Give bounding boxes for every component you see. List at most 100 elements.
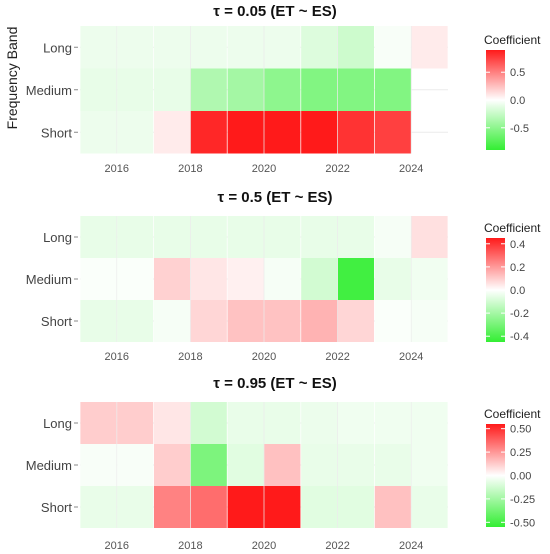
legend-tick-label: 0.0 bbox=[510, 95, 525, 107]
heatmap-cell bbox=[301, 486, 338, 528]
heatmap-cell bbox=[374, 111, 411, 154]
heatmap-cell bbox=[80, 486, 117, 528]
heatmap-cell bbox=[227, 444, 264, 486]
heatmap-cell bbox=[374, 258, 411, 300]
x-tick-label: 2024 bbox=[399, 163, 423, 175]
heatmap-cell bbox=[374, 486, 411, 528]
heatmap-cell bbox=[153, 402, 191, 444]
heatmap-cell bbox=[117, 444, 154, 486]
heatmap-cell bbox=[227, 258, 264, 300]
legend-colorbar bbox=[486, 424, 505, 527]
heatmap-cell bbox=[117, 300, 154, 342]
heatmap-cell bbox=[190, 216, 227, 258]
heatmap-cell bbox=[227, 68, 264, 111]
heatmap-cell bbox=[190, 300, 227, 342]
legend-tick-label: -0.2 bbox=[510, 308, 529, 320]
legend-tick-label: 0.0 bbox=[510, 285, 525, 297]
panel-title: τ = 0.5 (ET ~ ES) bbox=[217, 189, 332, 206]
x-tick-label: 2020 bbox=[252, 163, 276, 175]
legend-tick-label: -0.4 bbox=[510, 331, 529, 343]
legend-tick-label: -0.5 bbox=[510, 123, 529, 135]
heatmap-cell bbox=[227, 300, 264, 342]
heatmap-cell bbox=[374, 26, 411, 69]
legend-title: Coefficient bbox=[484, 33, 541, 47]
heatmap-cell bbox=[264, 26, 301, 69]
x-tick-label: 2018 bbox=[178, 351, 202, 363]
y-tick-label: Long bbox=[43, 416, 72, 431]
heatmap-cell bbox=[153, 300, 191, 342]
heatmap-panel-2: τ = 0.5 (ET ~ ES) Long Medium Short 2016 2018… bbox=[26, 189, 541, 363]
heatmap-panel-1: τ = 0.05 (ET ~ ES) Long Medium Short 2016 201… bbox=[26, 3, 541, 175]
legend-colorbar bbox=[486, 238, 505, 342]
heatmap-cell bbox=[190, 402, 227, 444]
heatmap-cell bbox=[337, 111, 375, 154]
heatmap-cell bbox=[301, 258, 338, 300]
heatmap-cell bbox=[411, 300, 448, 342]
heatmap-cell bbox=[264, 68, 301, 111]
heatmap-cell bbox=[117, 486, 154, 528]
heatmap-cell bbox=[374, 300, 411, 342]
legend-tick-label: 0.4 bbox=[510, 239, 525, 251]
x-tick-label: 2016 bbox=[105, 540, 129, 552]
heatmap-cell bbox=[153, 216, 191, 258]
legend-tick-label: -0.25 bbox=[510, 494, 535, 506]
panel-title: τ = 0.95 (ET ~ ES) bbox=[213, 375, 336, 392]
heatmap-cell bbox=[301, 68, 338, 111]
heatmap-cell bbox=[227, 486, 264, 528]
heatmap-cell bbox=[153, 68, 191, 111]
heatmap-cell bbox=[153, 111, 191, 154]
heatmap-cell bbox=[337, 26, 375, 69]
legend-colorbar bbox=[486, 50, 505, 150]
x-tick-label: 2022 bbox=[325, 540, 349, 552]
x-tick-label: 2022 bbox=[325, 351, 349, 363]
heatmap-cell bbox=[117, 68, 154, 111]
heatmap-cell bbox=[337, 486, 375, 528]
heatmap-cell bbox=[374, 444, 411, 486]
x-tick-label: 2016 bbox=[105, 351, 129, 363]
x-tick-label: 2018 bbox=[178, 540, 202, 552]
heatmap-cell bbox=[301, 444, 338, 486]
y-tick-label: Short bbox=[41, 125, 72, 140]
heatmap-cell bbox=[337, 68, 375, 111]
heatmap-cell bbox=[117, 216, 154, 258]
y-tick-label: Long bbox=[43, 40, 72, 55]
heatmap-cell bbox=[117, 402, 154, 444]
heatmap-cell bbox=[153, 444, 191, 486]
heatmap-cell bbox=[80, 402, 117, 444]
heatmap-cell bbox=[411, 486, 448, 528]
legend-tick-label: 0.2 bbox=[510, 262, 525, 274]
heatmap-cell bbox=[80, 68, 117, 111]
y-tick-label: Long bbox=[43, 230, 72, 245]
heatmap-cell bbox=[264, 486, 301, 528]
legend-tick-label: 0.50 bbox=[510, 424, 531, 436]
x-tick-label: 2020 bbox=[252, 351, 276, 363]
heatmap-cell bbox=[227, 26, 264, 69]
x-tick-label: 2024 bbox=[399, 540, 423, 552]
heatmap-cell bbox=[301, 111, 338, 154]
heatmap-cell bbox=[301, 216, 338, 258]
legend-tick-label: 0.00 bbox=[510, 471, 531, 483]
heatmap-cell bbox=[227, 111, 264, 154]
heatmap-cell bbox=[264, 444, 301, 486]
y-axis-title: Frequency Band bbox=[4, 27, 20, 130]
heatmap-cell bbox=[374, 68, 411, 111]
heatmap-cell bbox=[301, 26, 338, 69]
heatmap-cell bbox=[227, 216, 264, 258]
heatmap-panel-3: τ = 0.95 (ET ~ ES) Long Medium Short 2016 201… bbox=[26, 375, 541, 552]
heatmap-cell bbox=[264, 300, 301, 342]
heatmap-cell bbox=[153, 26, 191, 69]
y-tick-label: Medium bbox=[26, 272, 72, 287]
panel-title: τ = 0.05 (ET ~ ES) bbox=[213, 3, 336, 20]
x-tick-label: 2016 bbox=[105, 163, 129, 175]
heatmap-cell bbox=[80, 111, 117, 154]
heatmap-cell bbox=[190, 111, 227, 154]
heatmap-cell bbox=[80, 444, 117, 486]
x-tick-label: 2018 bbox=[178, 163, 202, 175]
heatmap-cell bbox=[374, 402, 411, 444]
x-tick-label: 2024 bbox=[399, 351, 423, 363]
heatmap-cell bbox=[337, 402, 375, 444]
heatmap-cell bbox=[374, 216, 411, 258]
heatmap-cell bbox=[190, 68, 227, 111]
x-tick-label: 2020 bbox=[252, 540, 276, 552]
